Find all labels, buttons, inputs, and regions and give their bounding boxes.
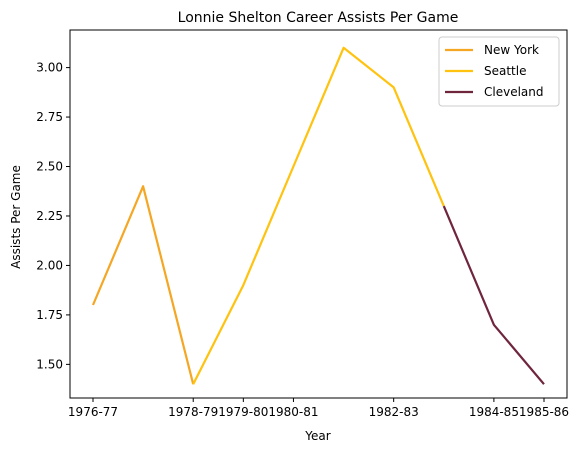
x-tick-label: 1984-85	[469, 405, 519, 419]
legend-label: Seattle	[484, 64, 526, 78]
legend-label: Cleveland	[484, 85, 544, 99]
y-axis-title: Assists Per Game	[9, 165, 23, 269]
x-axis-ticks: 1976-77 1978-79 1979-80 1980-81 1982-83 1984-…	[68, 398, 569, 419]
plot-area	[69, 29, 568, 399]
x-tick-label: 1978-79	[168, 405, 218, 419]
y-tick-label: 2.75	[36, 110, 63, 124]
legend-box	[438, 36, 560, 107]
x-axis-title: Year	[304, 429, 330, 443]
series-line-new-york	[91, 185, 195, 385]
x-tick-label: 1982-83	[369, 405, 419, 419]
y-tick-label: 3.00	[36, 61, 63, 75]
y-tick-label: 2.50	[36, 160, 63, 174]
x-tick-label: 1979-80	[218, 405, 268, 419]
legend: New York Seattle Cleveland	[438, 36, 560, 107]
x-tick-label: 1976-77	[68, 405, 118, 419]
y-tick-label: 1.50	[36, 357, 63, 371]
y-tick-label: 1.75	[36, 308, 63, 322]
axes-frame	[69, 29, 568, 399]
chart-title: Lonnie Shelton Career Assists Per Game	[178, 10, 459, 26]
y-tick-label: 2.25	[36, 209, 63, 223]
x-tick-label: 1985-86	[519, 405, 569, 419]
legend-label: New York	[484, 43, 539, 57]
series-lines	[91, 46, 545, 385]
series-line-cleveland	[442, 205, 545, 385]
series-line-seattle	[192, 46, 445, 385]
y-axis-ticks: 1.50 1.75 2.00 2.25 2.50 2.75 3.00	[36, 61, 70, 371]
y-tick-label: 2.00	[36, 258, 63, 272]
x-tick-label: 1980-81	[268, 405, 318, 419]
